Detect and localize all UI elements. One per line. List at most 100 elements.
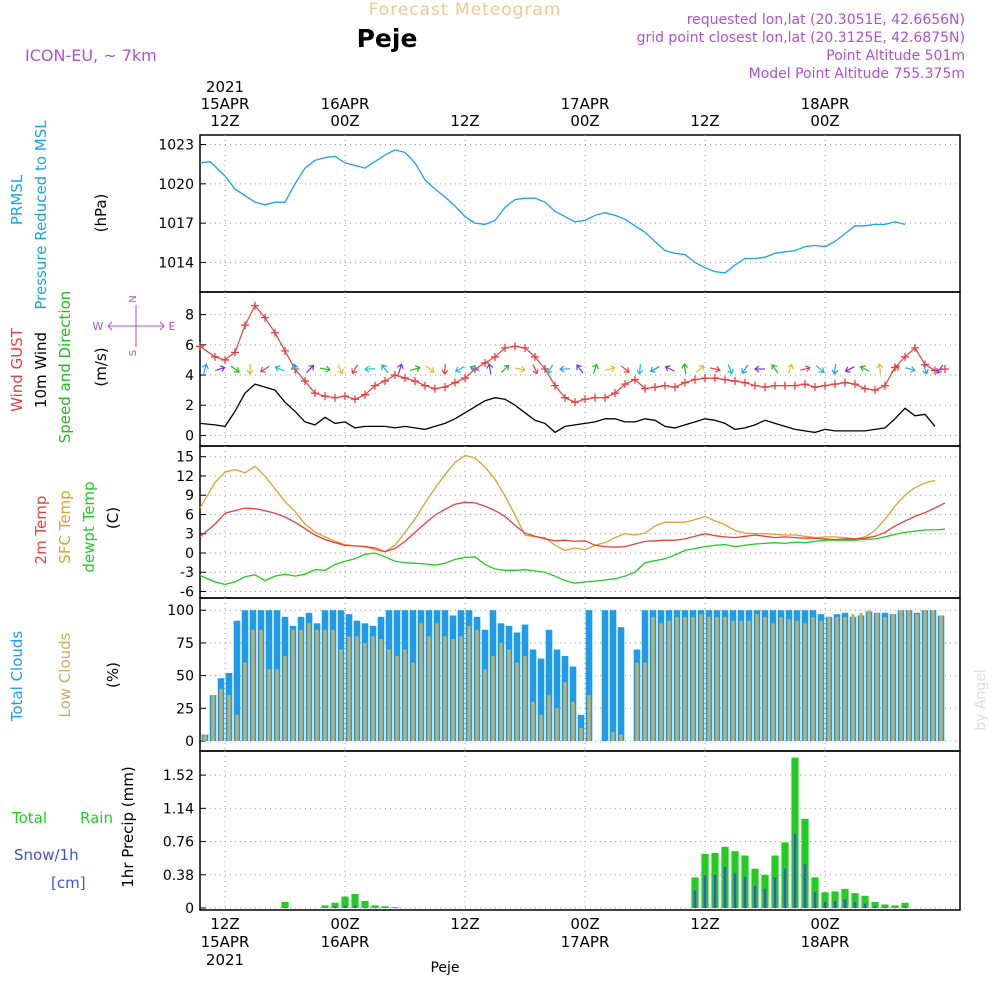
low-cloud-bar — [523, 656, 527, 741]
low-cloud-bar — [451, 639, 455, 741]
bottom-date-label: 16APR — [321, 933, 370, 951]
low-cloud-bar — [635, 662, 639, 741]
low-cloud-bar — [219, 688, 223, 741]
low-cloud-bar — [723, 616, 727, 741]
compass-rose: N S W E — [93, 295, 176, 356]
low-cloud-bar — [859, 612, 863, 741]
rain-bar — [281, 901, 289, 908]
low-cloud-bar — [259, 629, 263, 741]
footer-station: Peje — [430, 960, 459, 976]
low-cloud-bar — [283, 656, 287, 741]
low-cloud-bar — [771, 623, 775, 741]
wind-gust-marker — [871, 386, 879, 395]
wind-direction-arrow — [922, 364, 929, 375]
wind-gust-marker — [711, 374, 719, 383]
wind-direction-arrow — [397, 363, 404, 374]
wind-tick-label: 6 — [185, 338, 194, 354]
rain-bar — [371, 905, 379, 908]
low-clouds-label: Low Clouds — [56, 632, 74, 717]
wind-direction-arrow — [620, 365, 630, 373]
low-cloud-bar — [763, 616, 767, 741]
wind-gust-marker — [761, 383, 769, 392]
wind-direction-arrow — [905, 365, 916, 373]
wind-gust-marker — [631, 375, 639, 384]
snow-bar — [883, 907, 887, 908]
wind-gust-marker — [931, 366, 939, 375]
wind-direction-arrow — [727, 364, 734, 375]
wind-tick-label: 0 — [185, 428, 194, 444]
wind-direction-arrow — [741, 364, 749, 374]
low-cloud-bar — [683, 616, 687, 741]
temp-2m-label: 2m Temp — [32, 496, 50, 565]
low-cloud-bar — [907, 610, 911, 741]
low-cloud-bar — [827, 616, 831, 741]
wind-gust-marker — [831, 380, 839, 389]
wind-direction-arrow — [319, 365, 331, 373]
precip-tick-label: 0.38 — [163, 868, 194, 884]
pressure-unit: (hPa) — [92, 194, 110, 233]
low-cloud-bar — [899, 610, 903, 741]
snow-bar — [863, 903, 867, 908]
low-cloud-bar — [619, 734, 623, 741]
total-cloud-bar — [601, 610, 609, 741]
wind-gust-marker — [721, 375, 729, 384]
snow-bar — [343, 905, 347, 908]
low-cloud-bar — [843, 616, 847, 741]
low-cloud-bar — [235, 714, 239, 741]
low-cloud-bar — [387, 649, 391, 741]
wind-gust-marker — [881, 381, 889, 390]
low-cloud-bar — [299, 629, 303, 741]
wind-gust-marker — [251, 301, 259, 310]
rain-bar — [821, 892, 829, 908]
temp-frame — [199, 445, 961, 599]
snow-bar — [813, 892, 817, 908]
low-cloud-bar — [475, 629, 479, 741]
wind-direction-arrow — [890, 365, 900, 373]
wind-direction-arrow — [681, 363, 689, 375]
low-cloud-bar — [611, 731, 615, 741]
rain-bar — [351, 894, 359, 908]
wind-direction-arrow — [381, 364, 389, 374]
pressure-tick-label: 1014 — [158, 255, 194, 271]
wind-direction-arrow — [815, 365, 825, 373]
wind-direction-arrow — [425, 365, 435, 373]
wind-direction-arrow — [215, 365, 226, 372]
wind-gust-marker — [381, 377, 389, 386]
low-cloud-bar — [483, 669, 487, 741]
low-cloud-bar — [931, 610, 935, 741]
wind-gust-marker — [351, 395, 359, 404]
temp-tick-label: -3 — [180, 565, 194, 581]
compass-south: S — [128, 350, 139, 356]
model-altitude: Model Point Altitude 755.375m — [749, 66, 965, 82]
low-cloud-bar — [739, 620, 743, 741]
compass-east: E — [169, 320, 176, 333]
wind-direction-arrow — [274, 365, 285, 372]
low-cloud-bar — [459, 636, 463, 741]
precip-unit: 1hr Precip (mm) — [119, 766, 137, 887]
bottom-hour-label: 12Z — [450, 915, 479, 933]
wind-direction-arrow — [441, 363, 449, 375]
temp-2m-line — [199, 501, 946, 553]
wind-direction-arrow — [364, 365, 376, 373]
wind-gust-marker — [561, 393, 569, 402]
bottom-date-label: 18APR — [801, 933, 850, 951]
low-cloud-bar — [531, 701, 535, 741]
wind-gust-marker — [691, 375, 699, 384]
precip-frame — [199, 750, 961, 911]
low-cloud-bar — [203, 734, 207, 741]
wind-direction-arrow — [936, 364, 944, 374]
panel-labels: PRMSL Pressure Reduced to MSL (hPa) Wind GU… — [8, 120, 137, 892]
wind-gust-marker — [751, 381, 759, 390]
clouds-tick-label: 75 — [176, 636, 194, 652]
top-hour-label: 00Z — [570, 112, 599, 130]
wind-gust-marker — [421, 381, 429, 390]
low-cloud-bar — [555, 708, 559, 741]
snow-bar — [873, 906, 877, 908]
wind-direction-arrow — [859, 365, 870, 372]
wind-direction-arrow — [514, 365, 526, 373]
low-cloud-bar — [323, 629, 327, 741]
low-cloud-bar — [715, 616, 719, 741]
chart-title: Forecast Meteogram — [369, 0, 562, 20]
low-cloud-bar — [867, 610, 871, 741]
